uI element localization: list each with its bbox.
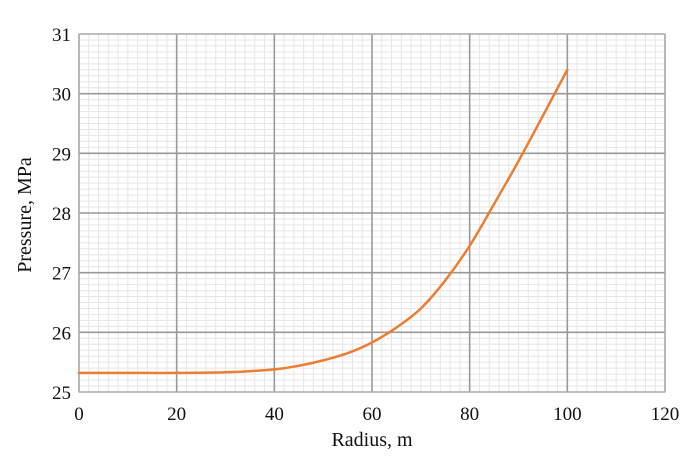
x-tick-label: 20 — [167, 404, 186, 425]
x-tick-labels: 0 20 40 60 80 100 120 — [74, 404, 679, 425]
y-tick-labels: 25 26 27 28 29 30 31 — [52, 25, 71, 404]
y-tick-label: 29 — [52, 144, 71, 165]
plot-area-frame — [78, 33, 666, 393]
y-tick-label: 30 — [52, 85, 71, 106]
series-line-0 — [77, 68, 569, 375]
y-tick-label: 27 — [52, 264, 71, 285]
y-tick-label: 31 — [52, 25, 71, 46]
x-axis-label: Radius, m — [331, 429, 413, 451]
x-tick-label: 120 — [651, 404, 680, 425]
x-tick-label: 60 — [363, 404, 382, 425]
x-tick-label: 80 — [460, 404, 479, 425]
y-tick-label: 25 — [52, 383, 71, 404]
series-layer — [77, 68, 569, 375]
y-tick-label: 26 — [52, 323, 71, 344]
x-tick-label: 40 — [265, 404, 284, 425]
x-tick-label: 100 — [553, 404, 582, 425]
y-tick-label: 28 — [52, 204, 71, 225]
y-axis-label: Pressure, MPa — [14, 157, 36, 273]
x-tick-label: 0 — [74, 404, 84, 425]
